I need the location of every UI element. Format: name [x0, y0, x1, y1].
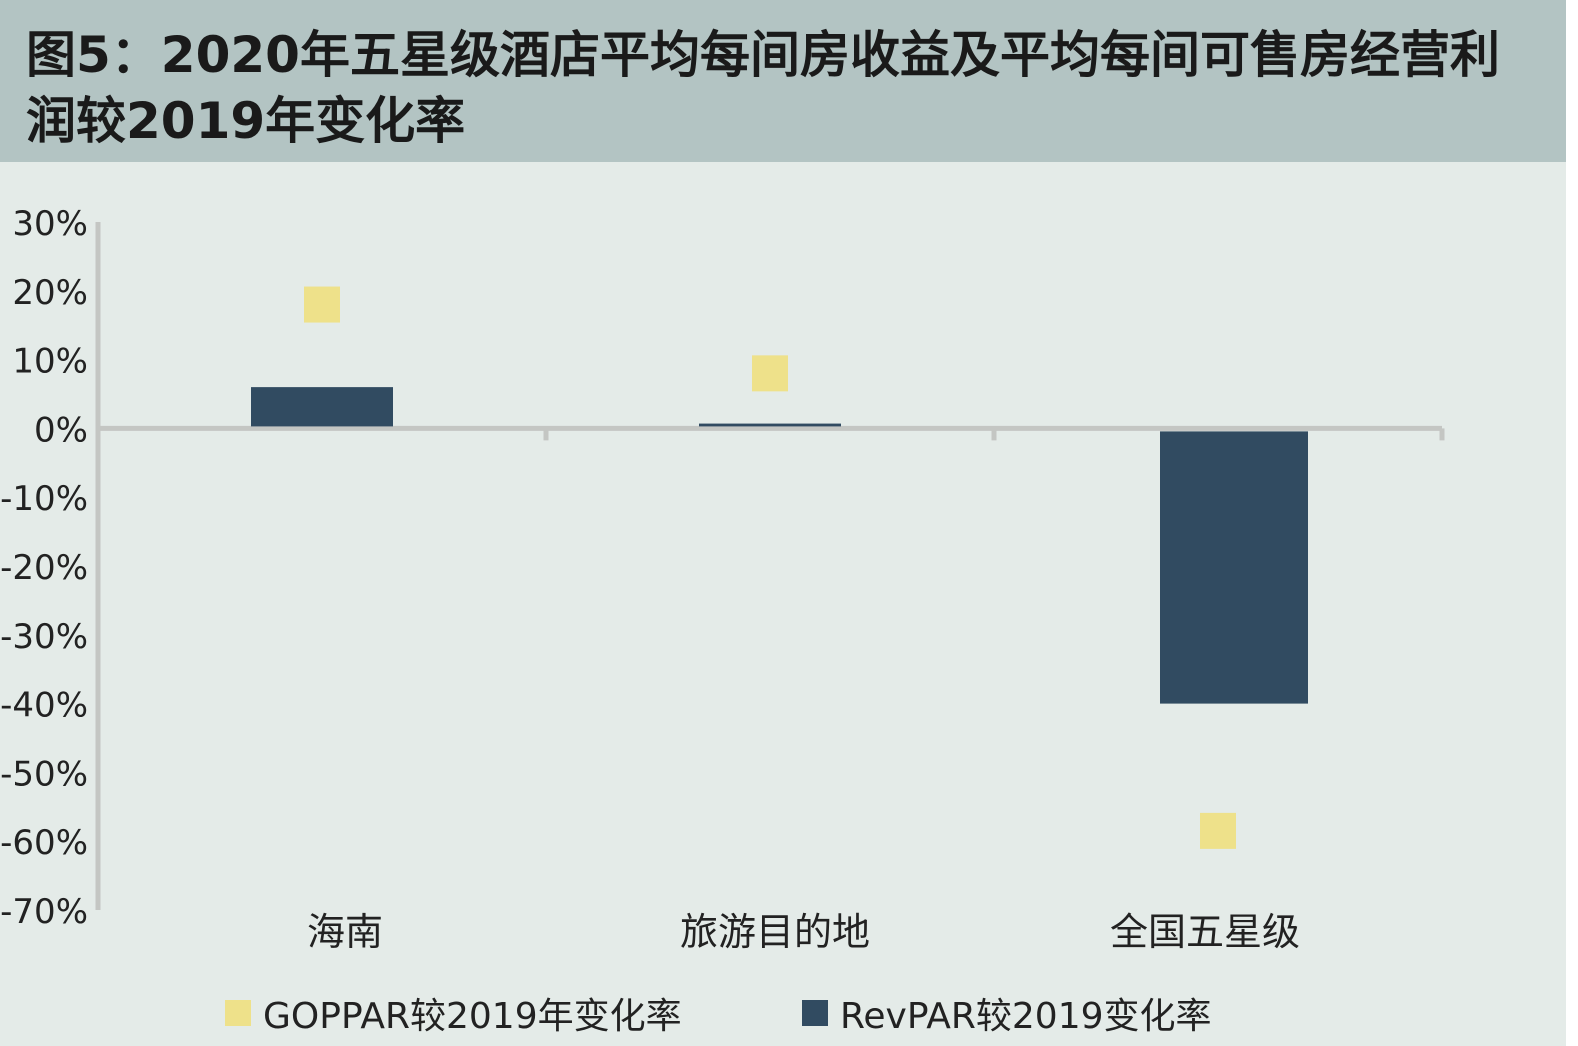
title-bar: 图5：2020年五星级酒店平均每间房收益及平均每间可售房经营利润较2019年变化…: [0, 0, 1566, 162]
bar-revpar: [251, 387, 393, 427]
bar-revpar: [699, 423, 841, 427]
legend-swatch-revpar: [802, 1000, 828, 1026]
y-tick-label: -30%: [0, 617, 88, 657]
bar-revpar: [1160, 431, 1308, 704]
marker-goppar: [304, 286, 340, 323]
y-tick-label: -40%: [0, 686, 88, 726]
page-edge: [1566, 0, 1578, 1046]
y-tick-label: 10%: [12, 342, 88, 382]
x-category-label: 旅游目的地: [680, 910, 870, 954]
chart-title: 图5：2020年五星级酒店平均每间房收益及平均每间可售房经营利润较2019年变化…: [26, 26, 1500, 150]
legend-label-goppar: GOPPAR较2019年变化率: [263, 996, 682, 1037]
y-tick-label: 30%: [12, 204, 88, 244]
y-tick-label: -50%: [0, 754, 88, 794]
x-category-label: 全国五星级: [1110, 910, 1300, 954]
legend-item-revpar: RevPAR较2019变化率: [802, 990, 1212, 1037]
y-tick-label: -20%: [0, 548, 88, 588]
y-tick-label: -60%: [0, 823, 88, 863]
legend-item-goppar: GOPPAR较2019年变化率: [225, 990, 682, 1037]
x-category-label: 海南: [307, 910, 383, 954]
marker-goppar: [752, 355, 788, 392]
y-tick-label: 0%: [34, 410, 88, 450]
legend-label-revpar: RevPAR较2019变化率: [840, 996, 1212, 1037]
legend-swatch-goppar: [225, 1000, 251, 1026]
y-tick-label: -10%: [0, 479, 88, 519]
y-tick-label: -70%: [0, 892, 88, 932]
y-tick-label: 20%: [12, 273, 88, 313]
marker-goppar: [1200, 812, 1236, 849]
